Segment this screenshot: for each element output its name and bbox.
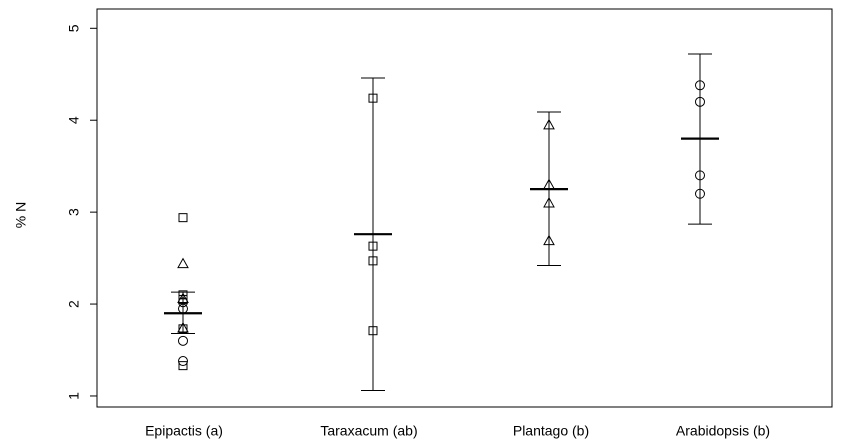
x-tick-label: Epipactis (a) xyxy=(145,423,223,439)
y-tick-label: 5 xyxy=(66,24,82,32)
plot-frame xyxy=(96,8,833,408)
y-axis-label: % N xyxy=(13,202,29,228)
y-tick-label: 1 xyxy=(66,392,82,400)
triangle-point xyxy=(177,257,189,269)
x-tick-label: Taraxacum (ab) xyxy=(320,423,417,439)
square-point xyxy=(178,213,188,223)
y-tick-label: 3 xyxy=(66,208,82,216)
y-tick-label: 4 xyxy=(66,116,82,124)
square-point xyxy=(178,361,188,371)
x-tick-label: Plantago (b) xyxy=(513,423,589,439)
x-tick-label: Arabidopsis (b) xyxy=(676,423,770,439)
circle-point xyxy=(178,335,188,346)
circle-point xyxy=(178,356,188,367)
y-tick-label: 2 xyxy=(66,300,82,308)
